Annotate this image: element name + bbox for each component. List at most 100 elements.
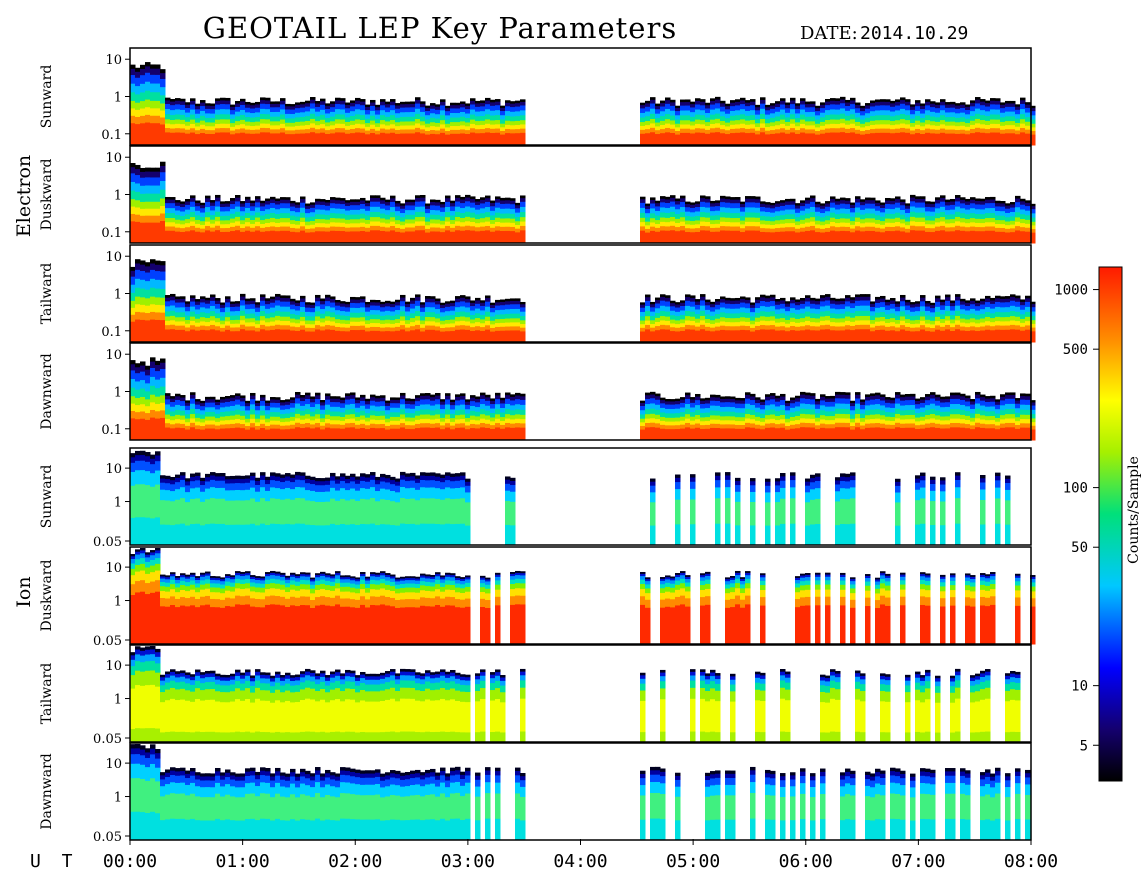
spectrogram-cell — [800, 227, 806, 232]
spectrogram-cell — [405, 301, 411, 305]
spectrogram-cell — [310, 419, 316, 425]
spectrogram-cell — [935, 202, 941, 209]
spectrogram-cell — [720, 221, 726, 227]
spectrogram-cell — [170, 324, 176, 330]
spectrogram-cell — [820, 310, 826, 317]
spectrogram-cell — [465, 298, 471, 303]
spectrogram-cell — [335, 230, 341, 244]
spectrogram-cell — [745, 196, 751, 199]
spectrogram-cell — [695, 132, 701, 146]
spectrogram-cell — [510, 128, 516, 134]
spectrogram-cell — [310, 423, 316, 429]
spectrogram-cell — [265, 222, 271, 228]
panel-direction-label: Tailward — [39, 263, 55, 325]
spectrogram-cell — [315, 305, 321, 312]
spectrogram-cell — [240, 227, 246, 232]
spectrogram-cell — [795, 103, 801, 106]
spectrogram-cell — [930, 101, 936, 104]
spectrogram-cell — [950, 209, 956, 215]
spectrogram-cell — [835, 313, 841, 319]
spectrogram-cell — [795, 301, 801, 306]
spectrogram-cell — [1020, 226, 1026, 232]
spectrogram-cell — [300, 395, 306, 398]
spectrogram-cell — [910, 118, 916, 124]
spectrogram-cell — [815, 203, 821, 208]
spectrogram-cell — [775, 215, 781, 221]
spectrogram-cell — [795, 330, 801, 343]
spectrogram-cell — [885, 200, 891, 205]
spectrogram-cell — [840, 99, 846, 104]
spectrogram-cell — [340, 319, 346, 324]
spectrogram-cell — [235, 200, 241, 207]
spectrogram-cell — [485, 419, 491, 424]
spectrogram-cell — [825, 98, 831, 102]
spectrogram-cell — [170, 423, 176, 429]
spectrogram-cell — [280, 417, 286, 423]
spectrogram-cell — [420, 418, 426, 424]
spectrogram-cell — [815, 308, 821, 314]
spectrogram-cell — [350, 201, 356, 206]
spectrogram-cell — [930, 323, 936, 329]
spectrogram-cell — [980, 101, 986, 106]
spectrogram-cell — [985, 311, 991, 317]
spectrogram-cell — [660, 128, 666, 134]
spectrogram-cell — [245, 421, 251, 427]
spectrogram-cell — [715, 326, 721, 331]
spectrogram-cell — [855, 296, 861, 301]
spectrogram-cell — [425, 134, 431, 146]
spectrogram-cell — [245, 400, 251, 404]
spectrogram-cell — [260, 296, 266, 301]
spectrogram-cell — [865, 203, 871, 209]
spectrogram-cell — [365, 301, 371, 305]
spectrogram-cell — [325, 125, 331, 131]
spectrogram-cell — [780, 123, 786, 129]
spectrogram-cell — [275, 416, 281, 421]
spectrogram-cell — [835, 304, 841, 310]
spectrogram-cell — [235, 197, 241, 202]
spectrogram-cell — [270, 428, 276, 441]
spectrogram-cell — [795, 231, 801, 244]
spectrogram-cell — [910, 306, 916, 312]
spectrogram-cell — [235, 314, 241, 320]
spectrogram-cell — [220, 396, 226, 400]
spectrogram-cell — [245, 111, 251, 118]
spectrogram-cell — [455, 394, 461, 397]
spectrogram-cell — [480, 403, 486, 410]
spectrogram-cell — [770, 324, 776, 330]
spectrogram-cell — [265, 200, 271, 205]
spectrogram-cell — [815, 223, 821, 229]
spectrogram-cell — [815, 329, 821, 343]
spectrogram-cell — [445, 301, 451, 304]
spectrogram-cell — [275, 116, 281, 122]
spectrogram-cell — [355, 399, 361, 404]
spectrogram-cell — [295, 426, 301, 441]
spectrogram-cell — [685, 300, 691, 306]
spectrogram-cell — [1000, 311, 1006, 318]
spectrogram-cell — [500, 397, 506, 401]
spectrogram-cell — [505, 197, 511, 201]
spectrogram-cell — [155, 208, 161, 216]
spectrogram-cell — [660, 319, 666, 325]
spectrogram-cell — [195, 205, 201, 211]
spectrogram-cell — [135, 191, 141, 201]
spectrogram-cell — [495, 217, 501, 222]
spectrogram-cell — [355, 428, 361, 441]
spectrogram-cell — [290, 411, 296, 417]
spectrogram-cell — [725, 122, 731, 127]
spectrogram-cell — [130, 122, 136, 146]
spectrogram-cell — [780, 127, 786, 133]
spectrogram-cell — [450, 102, 456, 106]
spectrogram-cell — [465, 113, 471, 119]
spectrogram-cell — [255, 413, 261, 419]
spectrogram-cell — [435, 118, 441, 123]
spectrogram-cell — [785, 330, 791, 343]
spectrogram-cell — [795, 117, 801, 123]
spectrogram-cell — [215, 104, 221, 110]
spectrogram-cell — [205, 411, 211, 417]
spectrogram-cell — [415, 294, 421, 298]
spectrogram-cell — [455, 414, 461, 420]
spectrogram-cell — [1020, 123, 1026, 129]
spectrogram-cell — [130, 198, 136, 207]
spectrogram-cell — [725, 217, 731, 223]
spectrogram-cell — [380, 230, 386, 244]
